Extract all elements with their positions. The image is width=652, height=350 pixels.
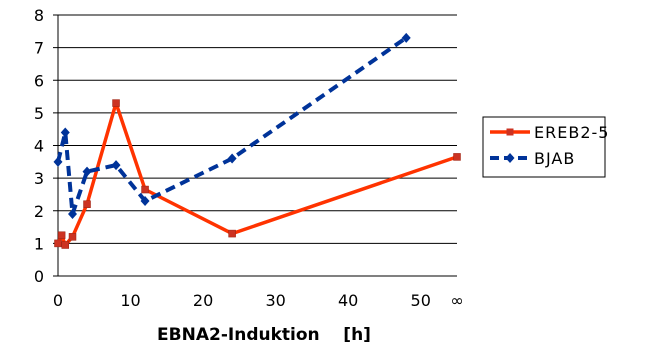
legend-marker <box>506 128 514 136</box>
y-tick-label: 0 <box>34 267 44 286</box>
data-point-ereb2-5 <box>228 229 236 238</box>
legend-label-bjab: BJAB <box>534 149 575 168</box>
legend-label-ereb2-5: EREB2-5 <box>534 123 609 142</box>
grid-lines <box>58 14 457 277</box>
data-point-bjab <box>68 209 78 220</box>
data-point-ereb2-5 <box>83 200 91 208</box>
data-point-bjab <box>227 153 237 164</box>
y-tick-label: 5 <box>34 104 44 123</box>
data-point-bjab <box>53 156 63 167</box>
data-point-bjab <box>82 166 92 177</box>
x-tick-label: 50 <box>411 291 431 310</box>
data-point-ereb2-5 <box>57 231 66 239</box>
x-tick-label: 0 <box>53 291 63 310</box>
legend-box <box>482 116 606 178</box>
data-point-ereb2-5 <box>112 99 120 107</box>
data-point-bjab <box>140 195 150 206</box>
x-tick-label: 30 <box>265 291 285 310</box>
series-group <box>53 32 461 249</box>
y-tick-label: 6 <box>34 71 44 90</box>
x-tick-label: 10 <box>120 291 140 310</box>
y-tick-label: 1 <box>34 234 44 253</box>
data-point-bjab <box>401 32 411 43</box>
legend: EREB2-5 BJAB <box>482 116 609 178</box>
x-tick-label: 20 <box>193 291 213 310</box>
axes <box>53 14 59 277</box>
series-line-ereb2-5 <box>56 101 458 247</box>
x-tick-label-infinity: ∞ <box>450 291 463 310</box>
x-tick-labels: 0 10 20 30 40 50 ∞ <box>53 291 464 310</box>
y-tick-label: 7 <box>34 39 44 58</box>
y-tick-label: 3 <box>34 169 44 188</box>
x-axis-label: EBNA2-Induktion [h] <box>157 325 371 345</box>
data-point-ereb2-5 <box>54 239 62 248</box>
x-tick-label: 40 <box>338 291 358 310</box>
data-point-ereb2-5 <box>453 153 461 161</box>
data-point-bjab <box>60 127 70 138</box>
data-point-bjab <box>111 160 121 171</box>
y-tick-label: 2 <box>34 202 44 221</box>
y-tick-label: 8 <box>34 6 44 25</box>
data-point-ereb2-5 <box>141 185 149 194</box>
y-tick-labels: 0 1 2 3 4 5 6 7 8 <box>34 6 44 286</box>
data-point-ereb2-5 <box>68 233 77 241</box>
y-tick-label: 4 <box>34 137 44 156</box>
data-point-ereb2-5 <box>61 241 70 249</box>
series-line-bjab <box>56 36 408 216</box>
legend-marker <box>505 153 515 163</box>
